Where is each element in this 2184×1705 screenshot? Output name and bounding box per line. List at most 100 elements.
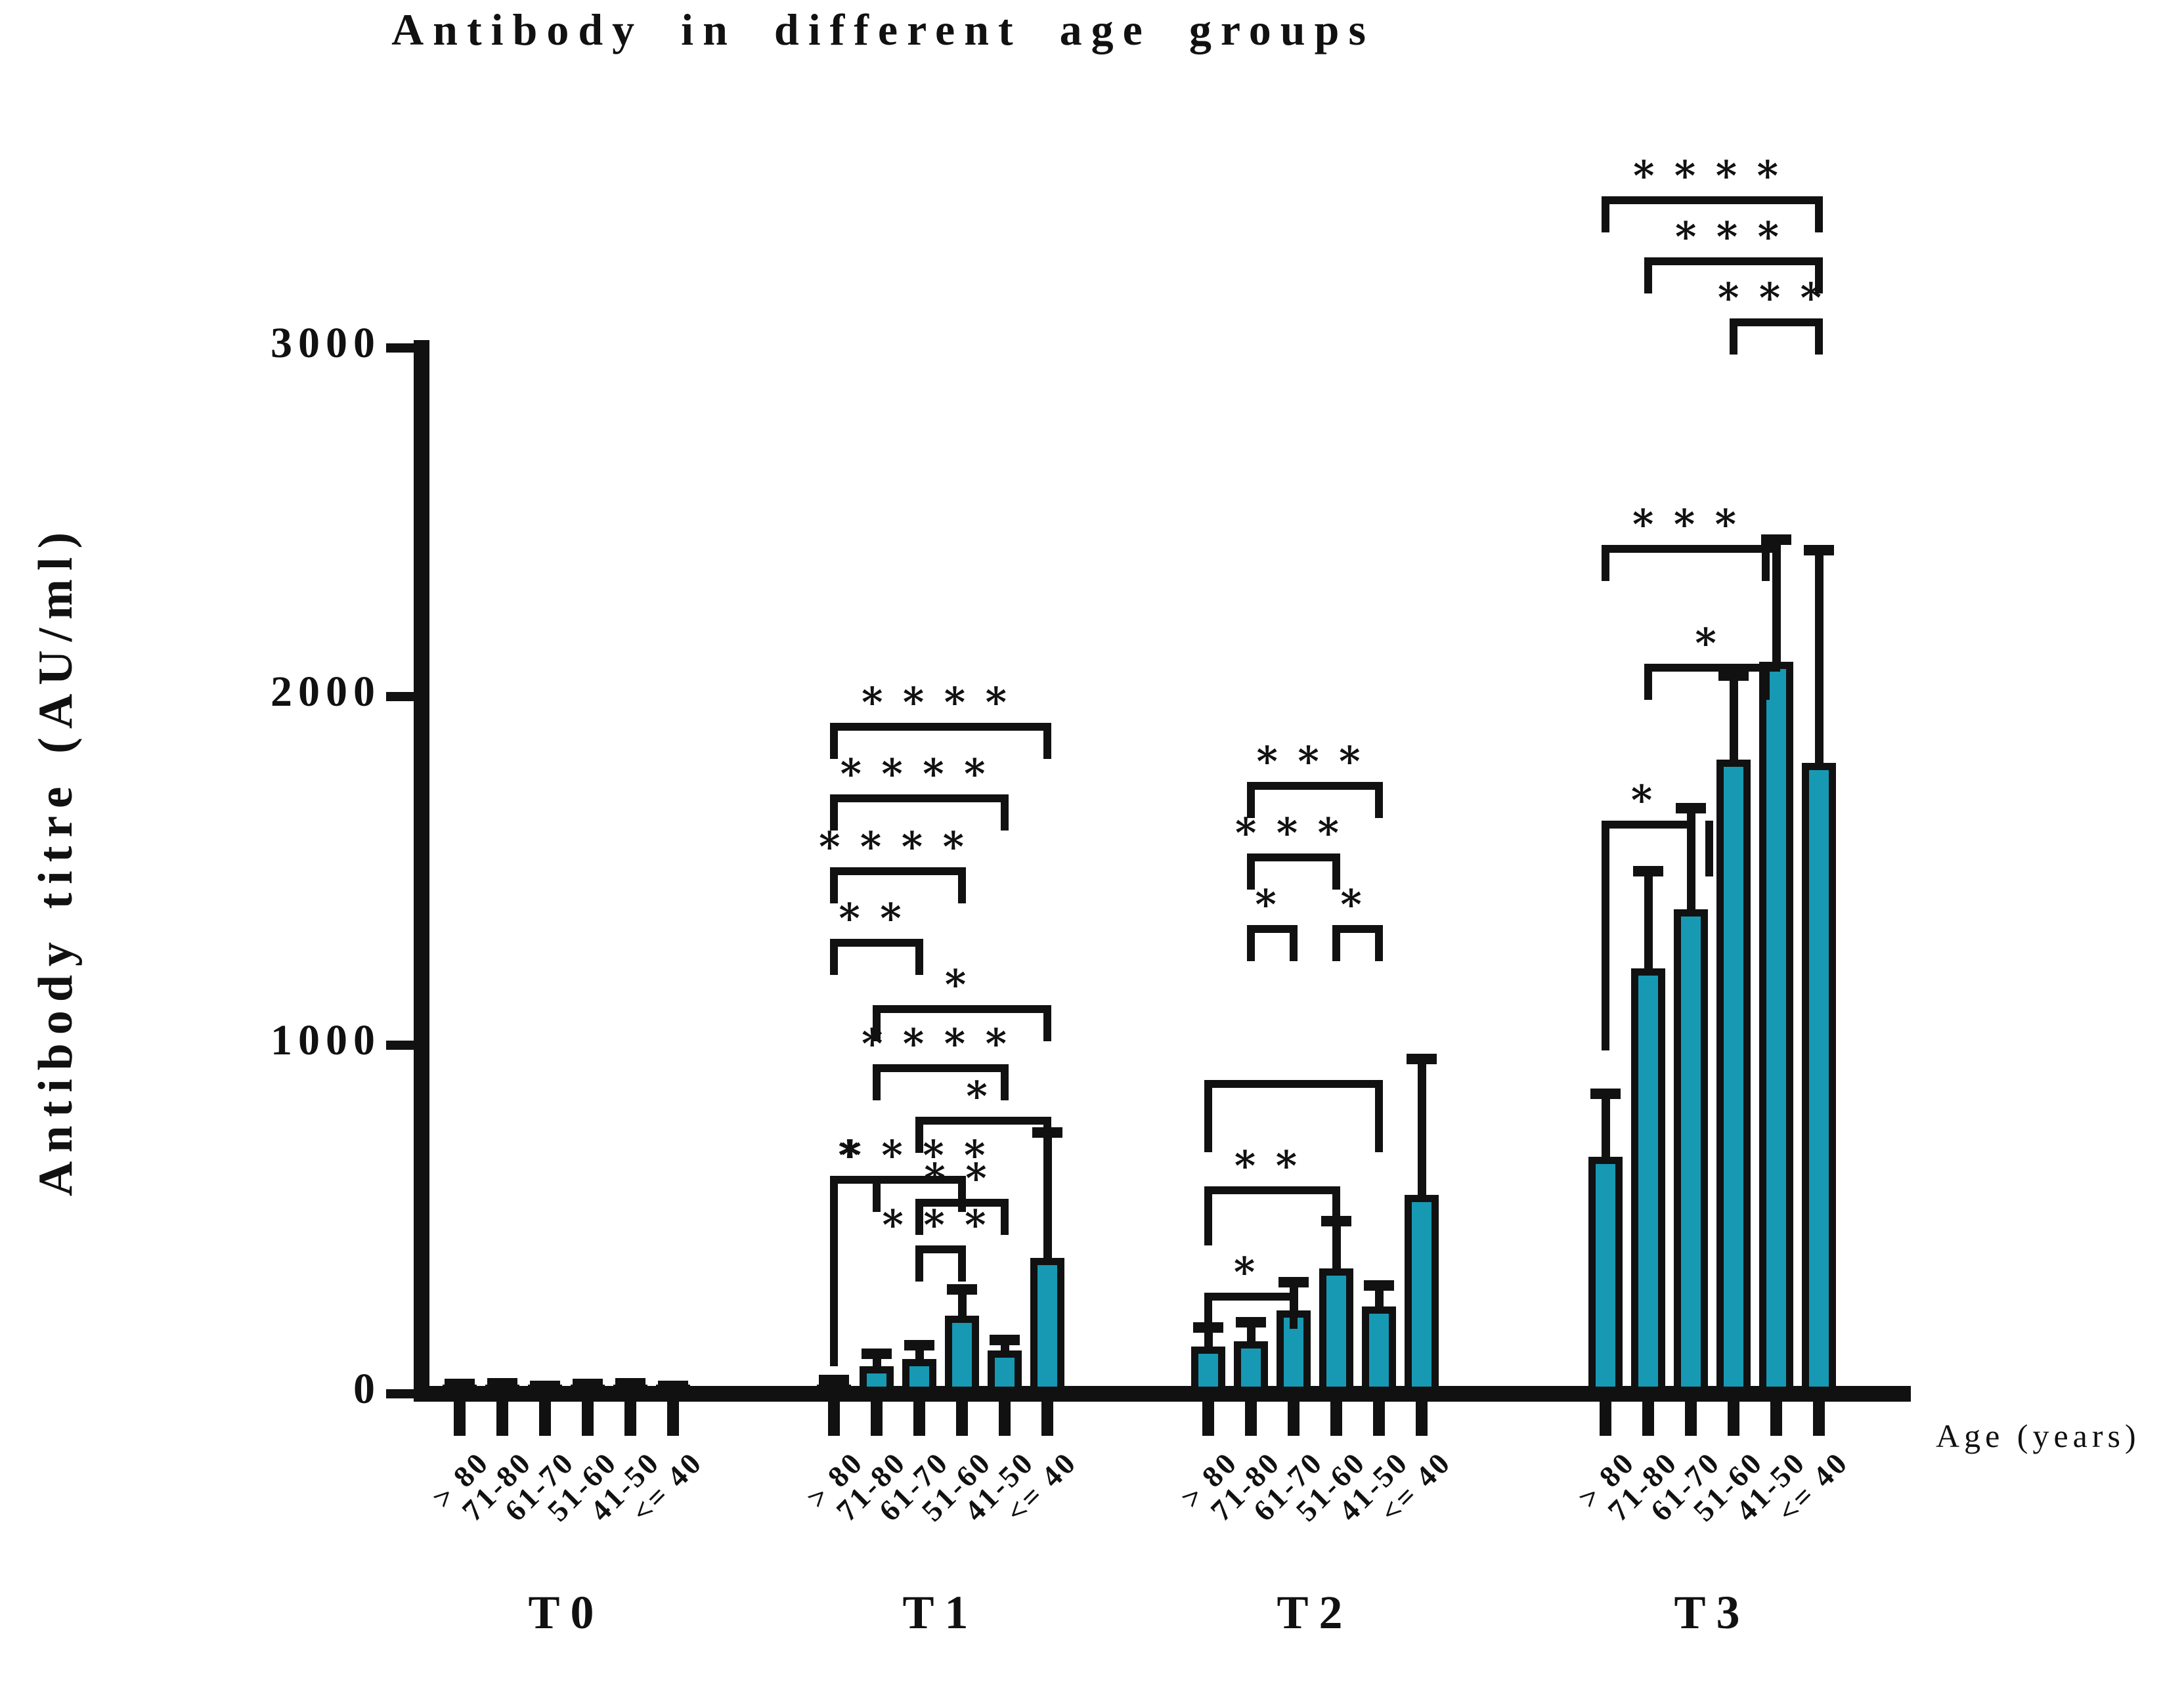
y-tick	[386, 1389, 415, 1398]
x-tick	[454, 1402, 466, 1436]
error-bar-cap	[819, 1374, 849, 1385]
x-tick	[1416, 1402, 1428, 1436]
group-label: T2	[1277, 1586, 1353, 1639]
x-tick	[1642, 1402, 1654, 1436]
sig-label: ∗∗	[921, 1148, 1003, 1194]
sig-bracket	[1332, 924, 1383, 961]
bar	[571, 1385, 605, 1399]
sig-bracket	[915, 1245, 966, 1282]
bar	[1362, 1306, 1396, 1394]
y-tick	[386, 343, 415, 353]
sig-bracket	[1204, 1293, 1298, 1329]
x-tick	[956, 1402, 968, 1436]
y-axis-label: Antibody titre (AU/ml)	[29, 523, 83, 1197]
sig-label: ∗∗∗∗	[837, 1126, 1002, 1171]
error-bar	[1043, 1132, 1052, 1262]
sig-label: ∗∗∗∗	[1629, 146, 1795, 191]
y-axis	[414, 340, 429, 1402]
x-tick	[1770, 1402, 1782, 1436]
sig-label: ∗	[1692, 613, 1733, 658]
x-tick	[1041, 1402, 1053, 1436]
x-tick	[667, 1402, 679, 1436]
bar	[945, 1315, 979, 1394]
x-tick	[1330, 1402, 1342, 1436]
x-tick	[871, 1402, 883, 1436]
sig-bracket	[873, 1004, 1051, 1041]
sig-label: ∗∗∗	[1628, 495, 1753, 540]
error-bar-cap	[1278, 1277, 1309, 1288]
x-axis-label: Age (years)	[1936, 1417, 2141, 1454]
sig-bracket	[1730, 318, 1823, 355]
x-tick	[496, 1402, 508, 1436]
x-tick	[999, 1402, 1011, 1436]
error-bar	[1418, 1059, 1426, 1199]
y-tick	[386, 1041, 415, 1050]
sig-bracket	[830, 722, 1051, 759]
sig-bracket	[1602, 820, 1713, 1050]
sig-bracket	[1602, 196, 1823, 232]
bar	[988, 1350, 1022, 1394]
y-tick-label: 2000	[271, 668, 381, 716]
sig-label: ∗∗	[1231, 1136, 1314, 1182]
y-tick	[386, 692, 415, 701]
y-tick-label: 1000	[271, 1016, 381, 1064]
x-tick	[539, 1402, 551, 1436]
sig-label: ∗∗∗	[879, 1196, 1003, 1241]
sig-label: ∗∗∗∗	[858, 672, 1024, 718]
sig-bracket	[873, 1064, 1009, 1101]
bar	[485, 1385, 519, 1399]
error-bar	[1602, 1094, 1610, 1161]
sig-bracket	[1204, 1186, 1340, 1246]
bar	[902, 1358, 936, 1394]
bar	[1631, 968, 1665, 1394]
error-bar	[1644, 871, 1653, 973]
bar	[1716, 759, 1751, 1394]
bar	[656, 1385, 690, 1399]
error-bar-cap	[1676, 802, 1706, 813]
error-bar-cap	[862, 1348, 892, 1359]
error-bar	[1332, 1221, 1341, 1272]
bar	[817, 1385, 851, 1399]
error-bar-cap	[947, 1284, 977, 1295]
x-tick	[913, 1402, 925, 1436]
x-tick	[828, 1402, 840, 1436]
sig-bracket	[1247, 853, 1340, 890]
error-bar-cap	[1193, 1322, 1223, 1333]
error-bar	[1247, 1322, 1256, 1346]
sig-bracket	[830, 794, 1009, 831]
bar	[1674, 909, 1708, 1394]
error-bar	[1730, 676, 1738, 764]
bar	[860, 1366, 894, 1394]
sig-label: ∗	[963, 1066, 1004, 1111]
bar	[1030, 1257, 1064, 1394]
error-bar-cap	[1407, 1054, 1437, 1065]
sig-label: ∗∗∗∗	[815, 817, 981, 863]
x-tick	[1728, 1402, 1739, 1436]
sig-label: ∗∗	[835, 889, 918, 934]
group-label: T3	[1674, 1586, 1751, 1639]
sig-label: ∗∗∗	[1714, 268, 1839, 313]
error-bar-cap	[990, 1334, 1020, 1345]
sig-bracket	[1247, 782, 1383, 819]
x-tick	[1245, 1402, 1257, 1436]
error-bar	[1204, 1327, 1213, 1351]
error-bar	[1815, 550, 1824, 767]
sig-label: ∗∗∗∗	[858, 1014, 1024, 1060]
sig-bracket	[1644, 663, 1780, 700]
bar	[1588, 1156, 1623, 1394]
sig-bracket	[830, 867, 966, 904]
sig-bracket	[830, 939, 923, 976]
y-tick-label: 0	[353, 1365, 381, 1413]
bar	[613, 1385, 647, 1399]
error-bar	[958, 1289, 967, 1320]
bar	[1759, 661, 1793, 1394]
bar	[1234, 1341, 1268, 1394]
error-bar-cap	[1718, 670, 1749, 681]
error-bar-cap	[1236, 1317, 1266, 1328]
x-tick	[624, 1402, 636, 1436]
error-bar	[1687, 808, 1695, 913]
sig-label: ∗	[835, 1126, 876, 1171]
chart-title: Antibody in different age groups	[391, 5, 1375, 54]
sig-bracket	[1644, 257, 1823, 293]
